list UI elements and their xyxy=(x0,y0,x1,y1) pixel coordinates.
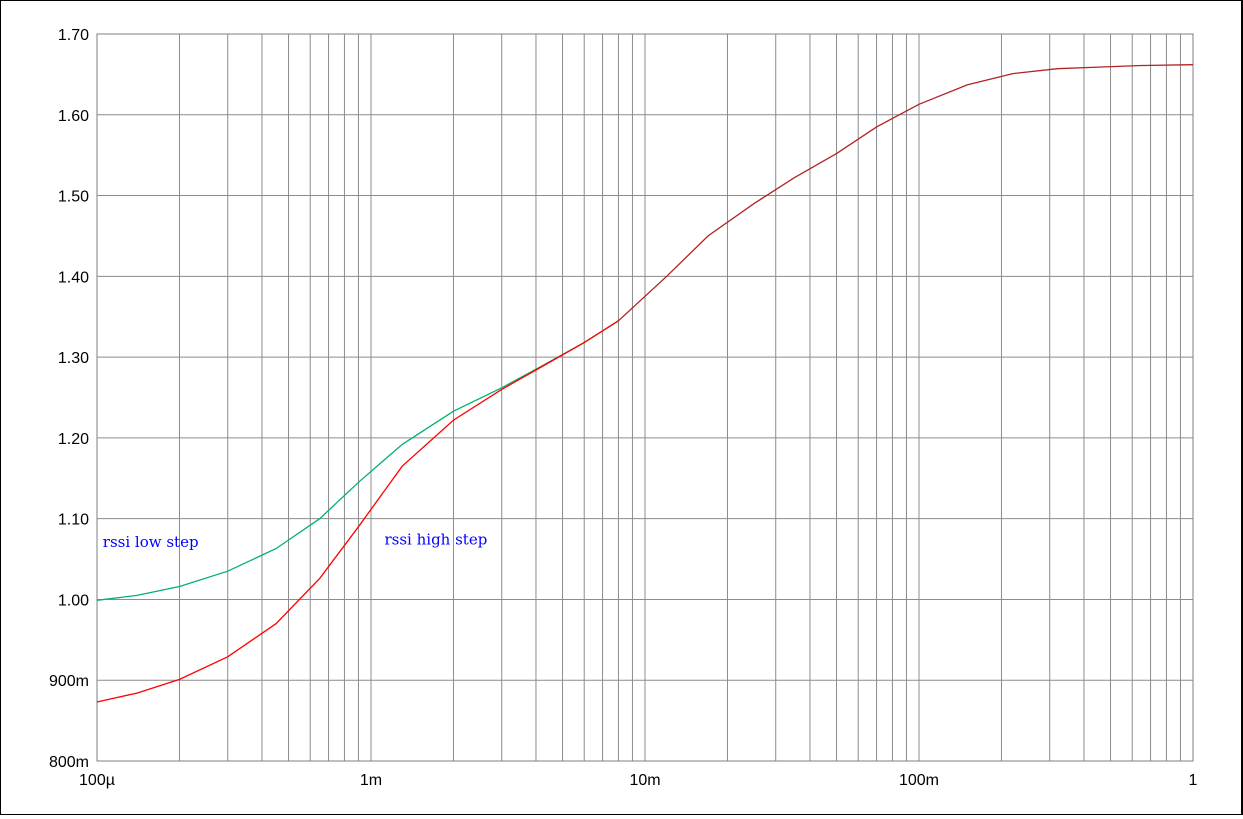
y-tick-label: 900m xyxy=(49,673,89,690)
x-tick-label: 1 xyxy=(1189,772,1198,789)
annotations: rssi low step rssi high step xyxy=(103,531,488,551)
x-tick-label: 10m xyxy=(629,772,660,789)
series-line-1 xyxy=(96,320,619,601)
annotation-label-1: rssi low step xyxy=(103,533,199,551)
y-tick-label: 1.70 xyxy=(58,27,89,44)
annotation-label-2: rssi high step xyxy=(384,531,487,549)
y-tick-label: 1.50 xyxy=(58,189,89,206)
series-line-3 xyxy=(617,64,1194,322)
x-tick-label: 1m xyxy=(360,772,382,789)
plot-area-border xyxy=(96,33,1194,762)
y-tick-label: 1.40 xyxy=(58,269,89,286)
y-tick-label: 800m xyxy=(49,754,89,771)
tick-labels: 800m 900m 1.00 1.10 1.20 1.30 1.40 1.50 1.60 1.70… xyxy=(49,27,1198,789)
y-tick-label: 1.00 xyxy=(58,592,89,609)
x-tick-label: 100m xyxy=(899,772,939,789)
y-tick-label: 1.10 xyxy=(58,512,89,529)
series-line-2 xyxy=(96,320,619,703)
grid-lines xyxy=(96,33,1193,762)
x-tick-label: 100µ xyxy=(79,772,115,789)
y-tick-label: 1.30 xyxy=(58,350,89,367)
y-tick-label: 1.60 xyxy=(58,108,89,125)
series-lines xyxy=(96,64,1194,703)
y-tick-label: 1.20 xyxy=(58,431,89,448)
